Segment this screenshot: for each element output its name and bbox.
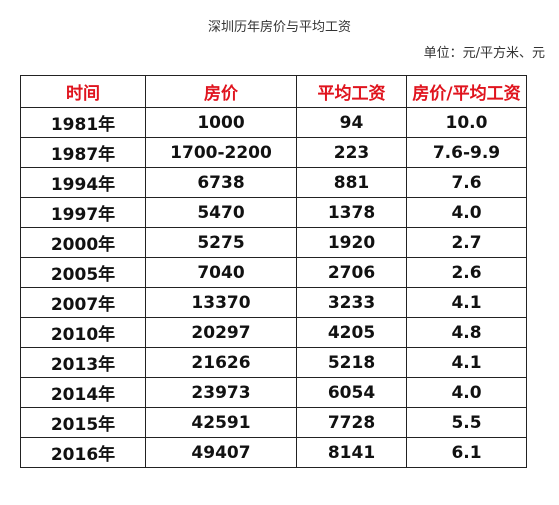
cell-house-price: 20297: [145, 317, 297, 348]
cell-average-wage: 7728: [296, 407, 407, 438]
cell-year: 2010年: [20, 317, 146, 348]
cell-house-price: 13370: [145, 287, 297, 318]
cell-house-price: 6738: [145, 167, 297, 198]
cell-average-wage: 223: [296, 137, 407, 168]
cell-house-price: 7040: [145, 257, 297, 288]
cell-average-wage: 5218: [296, 347, 407, 378]
table-row: 2000年 5275 1920 2.7: [20, 227, 527, 258]
cell-house-price: 42591: [145, 407, 297, 438]
cell-year: 2013年: [20, 347, 146, 378]
table-row: 2014年 23973 6054 4.0: [20, 377, 527, 408]
cell-house-price: 21626: [145, 347, 297, 378]
cell-ratio: 7.6: [406, 167, 527, 198]
cell-year: 1994年: [20, 167, 146, 198]
table-row: 1981年 1000 94 10.0: [20, 107, 527, 138]
cell-ratio: 7.6-9.9: [406, 137, 527, 168]
cell-year: 2014年: [20, 377, 146, 408]
cell-year: 2016年: [20, 437, 146, 468]
cell-year: 2015年: [20, 407, 146, 438]
table-row: 2013年 21626 5218 4.1: [20, 347, 527, 378]
header-year: 时间: [20, 75, 146, 108]
header-average-wage: 平均工资: [296, 75, 407, 108]
cell-year: 2007年: [20, 287, 146, 318]
table-row: 1987年 1700-2200 223 7.6-9.9: [20, 137, 527, 168]
table-row: 1997年 5470 1378 4.0: [20, 197, 527, 228]
table-row: 2016年 49407 8141 6.1: [20, 437, 527, 468]
cell-house-price: 5470: [145, 197, 297, 228]
cell-house-price: 5275: [145, 227, 297, 258]
table-row: 2010年 20297 4205 4.8: [20, 317, 527, 348]
table-row: 2007年 13370 3233 4.1: [20, 287, 527, 318]
cell-ratio: 2.6: [406, 257, 527, 288]
cell-house-price: 49407: [145, 437, 297, 468]
document-title: 深圳历年房价与平均工资: [207, 20, 351, 35]
cell-ratio: 2.7: [406, 227, 527, 258]
cell-house-price: 1000: [145, 107, 297, 138]
cell-average-wage: 881: [296, 167, 407, 198]
table-header-row: 时间 房价 平均工资 房价/平均工资: [20, 75, 527, 108]
cell-ratio: 6.1: [406, 437, 527, 468]
cell-house-price: 1700-2200: [145, 137, 297, 168]
cell-ratio: 4.1: [406, 347, 527, 378]
table-row: 2015年 42591 7728 5.5: [20, 407, 527, 438]
price-wage-table: 时间 房价 平均工资 房价/平均工资 1981年 1000 94 10.0 19…: [20, 75, 527, 468]
cell-average-wage: 1378: [296, 197, 407, 228]
cell-ratio: 4.8: [406, 317, 527, 348]
cell-ratio: 4.0: [406, 197, 527, 228]
cell-average-wage: 4205: [296, 317, 407, 348]
cell-average-wage: 94: [296, 107, 407, 138]
cell-year: 2005年: [20, 257, 146, 288]
cell-year: 2000年: [20, 227, 146, 258]
cell-ratio: 5.5: [406, 407, 527, 438]
cell-average-wage: 6054: [296, 377, 407, 408]
cell-ratio: 10.0: [406, 107, 527, 138]
table-row: 1994年 6738 881 7.6: [20, 167, 527, 198]
cell-average-wage: 8141: [296, 437, 407, 468]
cell-year: 1987年: [20, 137, 146, 168]
unit-note: 单位：元/平方米、元: [423, 46, 545, 61]
header-house-price: 房价: [145, 75, 297, 108]
cell-house-price: 23973: [145, 377, 297, 408]
cell-average-wage: 2706: [296, 257, 407, 288]
cell-average-wage: 1920: [296, 227, 407, 258]
table-row: 2005年 7040 2706 2.6: [20, 257, 527, 288]
cell-year: 1981年: [20, 107, 146, 138]
header-price-wage-ratio: 房价/平均工资: [406, 75, 527, 108]
cell-ratio: 4.0: [406, 377, 527, 408]
cell-average-wage: 3233: [296, 287, 407, 318]
cell-ratio: 4.1: [406, 287, 527, 318]
cell-year: 1997年: [20, 197, 146, 228]
